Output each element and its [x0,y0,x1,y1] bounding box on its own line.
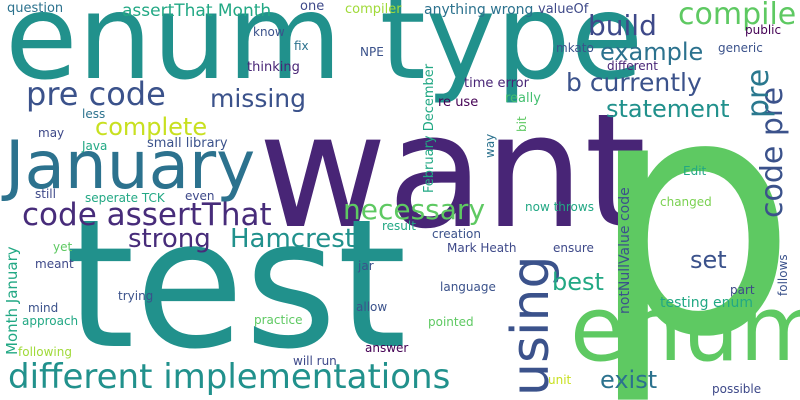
word-hamcrest: Hamcrest [230,224,355,254]
word-public: public [745,23,782,37]
word-following: following [18,345,72,359]
word-small-library: small library [147,136,228,151]
word-complete: complete [95,113,208,141]
word-now-throws: now throws [525,200,594,214]
word-want: want [258,80,647,264]
word-allow: allow [356,300,388,314]
word-still: still [35,187,56,201]
word-b-currently: b currently [566,68,702,97]
word-notnullvalue-code: notNullValue code [617,187,633,314]
word-compile: compile [678,0,797,32]
word-java: Java [82,139,108,153]
word-anything-wrong: anything wrong [424,2,534,18]
word-trying: trying [118,289,154,303]
word-ensure: ensure [553,241,594,255]
word-changed: changed [660,195,712,209]
word-edit: Edit [683,164,707,178]
word-approach: approach [22,314,79,328]
word-statement: statement [606,95,730,123]
word-best: best [552,268,604,296]
word-month-january: Month January [3,246,21,355]
word-unit: unit [548,373,572,387]
word-know: know [253,25,285,39]
word-less: less [82,107,106,121]
word-mark-heath: Mark Heath [447,241,517,255]
word-generic: generic [718,41,763,55]
word-pre-code: pre code [26,75,166,113]
word-different: different [607,59,658,73]
word-pointed: pointed [428,315,474,329]
word-assertthat-month: assertThat Month [122,1,272,21]
word-question: question [7,1,64,16]
word-even: even [185,189,215,203]
word-exist: exist [600,366,658,394]
word-different-implementations: different implementations [8,357,451,397]
word-code-assertthat: code assertThat [22,197,272,233]
word-possible: possible [712,382,762,396]
word-compiler: compiler [345,2,402,17]
word-will-run: will run [293,354,337,368]
word-thinking: thinking [247,60,300,75]
word-yet: yet [53,240,73,254]
word-enum: enum [570,277,800,382]
word-re-use: re use [438,95,479,110]
word-jar: jar [358,259,374,273]
word-practice: practice [254,313,303,327]
word-mind: mind [28,301,59,315]
word-npe: NPE [360,45,384,59]
word-follows: follows [776,254,790,296]
word-bit: bit [515,116,529,132]
word-build: build [588,9,657,42]
word-january: January [5,127,256,204]
word-testing-enum: testing enum [660,295,753,311]
word-answer: answer [365,341,409,355]
word-february-december: February December [422,63,437,193]
word-strong: strong [128,224,211,254]
word-really: really [505,91,541,106]
word-pre: pre [741,68,776,118]
word-way: way [483,133,497,158]
word-creation: creation [432,227,481,241]
word-time-error: time error [464,76,529,91]
word-p: p [588,25,798,400]
word-test: test [65,181,407,388]
word-one: one [300,0,325,14]
word-necessary: necessary [343,193,486,226]
word-seperate-tck: seperate TCK [85,191,165,205]
word-part: part [730,283,755,297]
word-language: language [440,280,496,294]
word-may: may [38,126,65,140]
word-example: example [600,38,704,66]
word-enum-type: enum type [5,0,644,106]
word-valueof: valueOf [538,2,589,17]
word-set: set [690,246,727,274]
word-missing: missing [210,84,307,113]
word-meant: meant [35,257,74,271]
word-mkato: mkato [556,41,594,55]
word-fix: fix [294,39,309,53]
word-result: result [382,219,416,233]
